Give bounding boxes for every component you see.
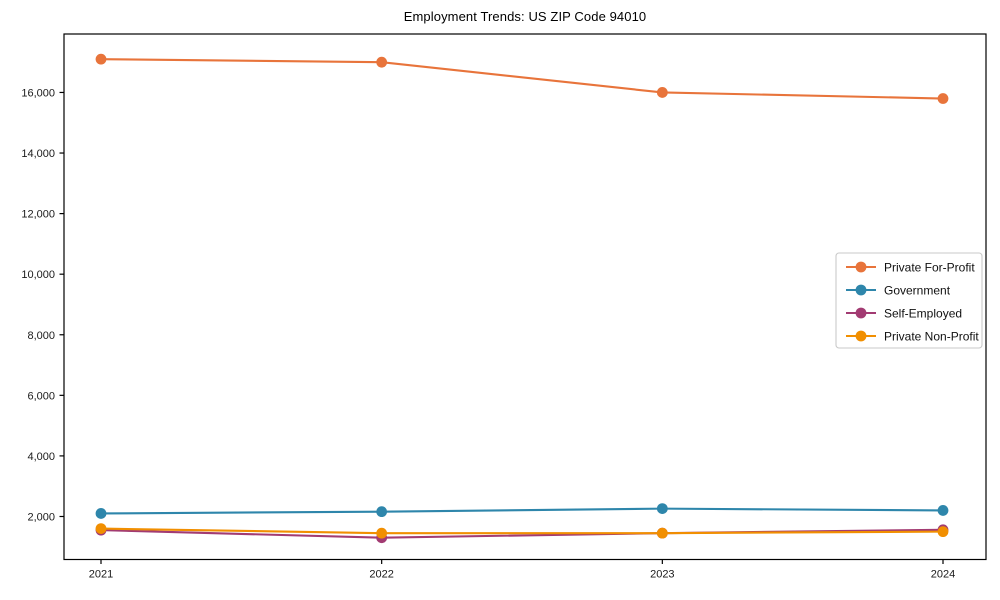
data-point xyxy=(376,527,388,539)
legend-label: Private Non-Profit xyxy=(884,330,979,344)
legend-swatch-marker xyxy=(855,284,867,296)
data-point xyxy=(95,508,107,519)
x-tick-label: 2021 xyxy=(89,569,113,581)
y-tick-label: 10,000 xyxy=(21,269,55,281)
y-tick-label: 14,000 xyxy=(21,148,55,160)
series-line-private-non-profit xyxy=(100,527,944,535)
series-line-government xyxy=(100,507,944,515)
data-point xyxy=(95,53,107,65)
y-tick-label: 4,000 xyxy=(27,451,55,463)
plot-box xyxy=(63,33,987,561)
legend-swatch-marker xyxy=(855,307,867,319)
data-point xyxy=(376,56,388,68)
x-tick-label: 2022 xyxy=(369,569,393,581)
legend-box xyxy=(835,252,983,349)
data-point xyxy=(656,87,668,98)
data-point xyxy=(656,503,668,515)
y-tick-label: 8,000 xyxy=(27,330,55,342)
data-point xyxy=(937,93,949,104)
y-tick-label: 16,000 xyxy=(21,87,55,99)
data-point xyxy=(376,506,388,518)
y-tick-label: 6,000 xyxy=(27,390,55,402)
data-point xyxy=(937,505,949,516)
chart-title: Employment Trends: US ZIP Code 94010 xyxy=(403,9,647,24)
legend-swatch-marker xyxy=(855,261,867,273)
legend-label: Private For-Profit xyxy=(884,261,975,275)
legend-label: Self-Employed xyxy=(884,307,962,321)
data-point xyxy=(937,526,949,538)
series-line-private-for-profit xyxy=(100,58,944,100)
legend-label: Government xyxy=(884,284,951,298)
data-point xyxy=(656,527,668,539)
x-tick-label: 2023 xyxy=(650,569,674,581)
y-tick-label: 12,000 xyxy=(21,209,55,221)
x-tick-label: 2024 xyxy=(931,569,955,581)
y-tick-label: 2,000 xyxy=(27,511,55,523)
legend-swatch-marker xyxy=(855,330,867,342)
data-point xyxy=(95,523,107,535)
